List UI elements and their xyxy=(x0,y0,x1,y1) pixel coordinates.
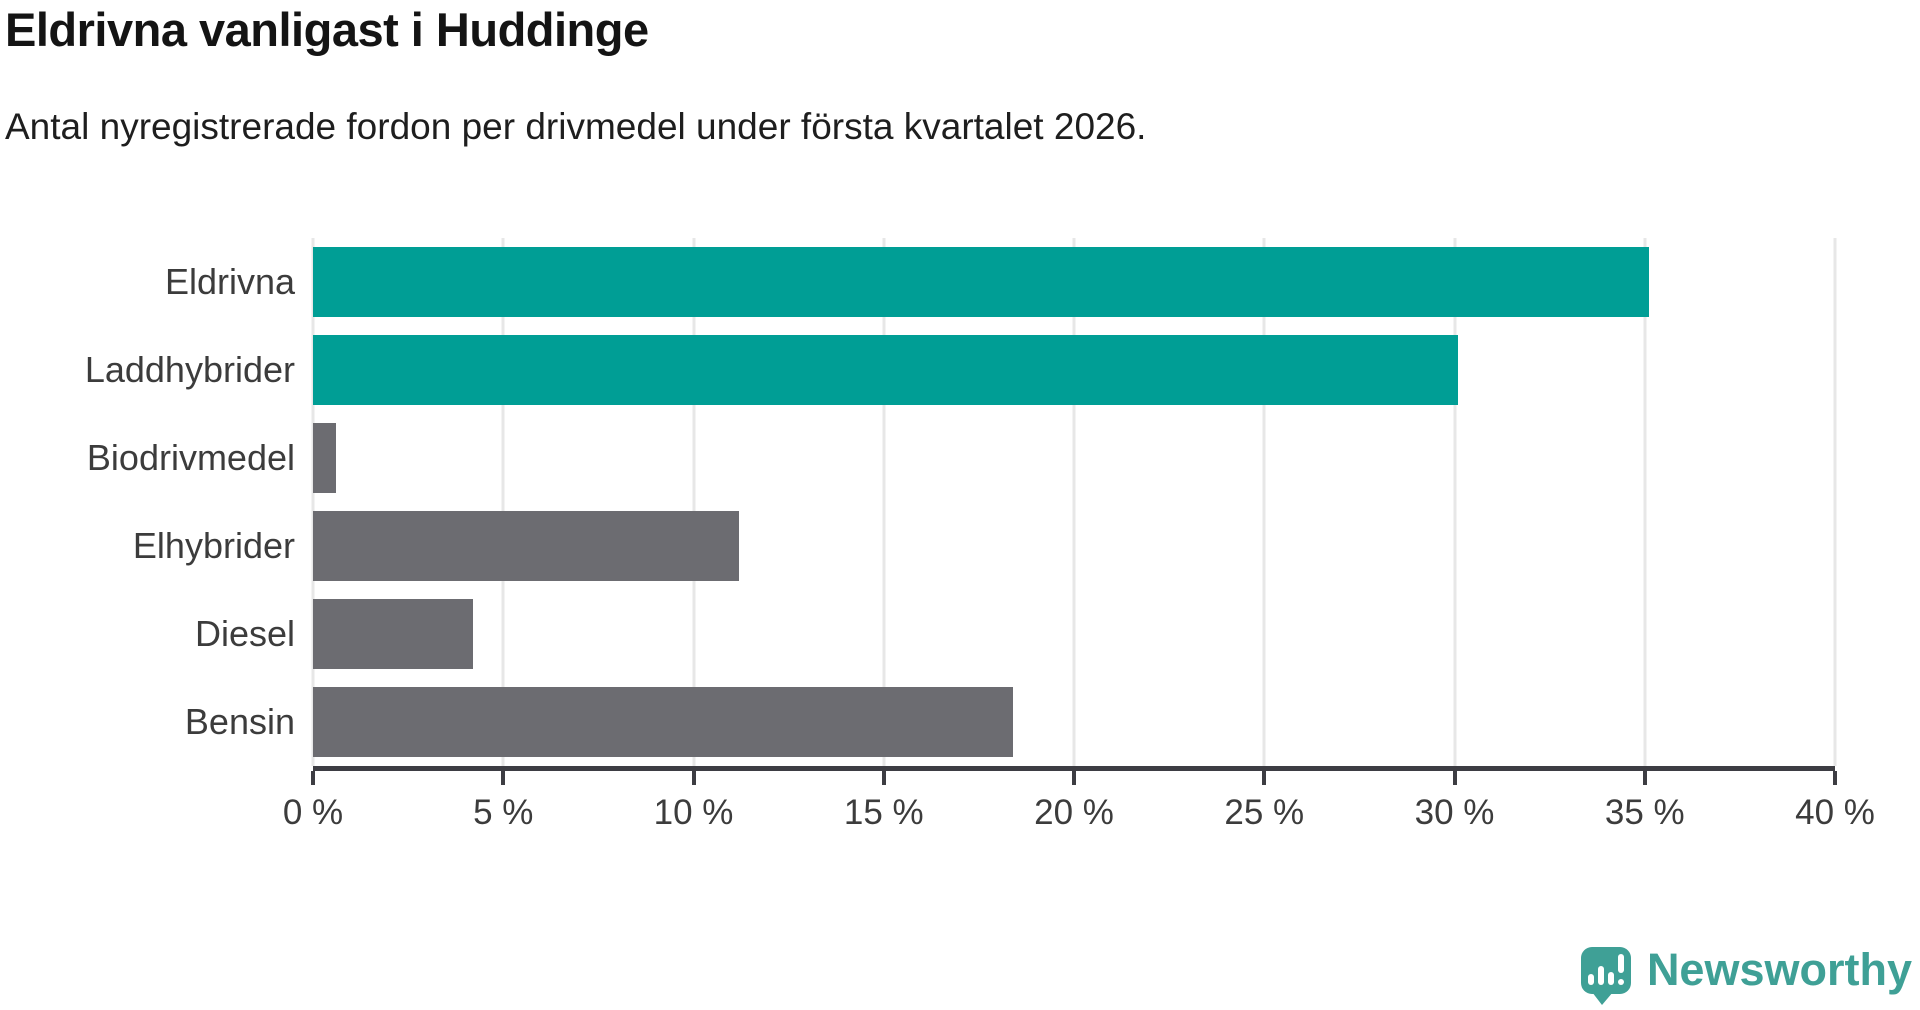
logo-bar-small xyxy=(1587,973,1594,985)
logo-exclamation-dot xyxy=(1617,978,1624,985)
newsworthy-logo: Newsworthy xyxy=(1580,944,1912,1005)
logo-exclamation-icon xyxy=(1617,953,1624,985)
bar-laddhybrider xyxy=(313,335,1459,405)
axis-tick-label-20: 20 % xyxy=(1034,793,1114,832)
bar-row-elhybrider: Elhybrider xyxy=(133,502,1835,590)
category-label-eldrivna: Eldrivna xyxy=(164,261,295,302)
axis-tick-label-15: 15 % xyxy=(843,793,924,832)
axis-tick-label-10: 10 % xyxy=(653,793,734,832)
axis-tick-5 xyxy=(501,771,506,785)
axis-tick-label-25: 25 % xyxy=(1224,793,1305,832)
logo-bar-tall xyxy=(1597,965,1604,985)
speech-bubble-tail xyxy=(1591,991,1613,1005)
gridline-20 xyxy=(1072,238,1076,766)
bar-diesel xyxy=(313,599,473,669)
axis-tick-label-35: 35 % xyxy=(1604,793,1685,832)
axis-tick-35 xyxy=(1642,771,1647,785)
gridline-0 xyxy=(311,238,315,766)
gridline-10 xyxy=(692,238,695,766)
category-label-laddhybrider: Laddhybrider xyxy=(84,349,295,390)
gridline-15 xyxy=(882,238,886,766)
bar-biodrivmedel xyxy=(313,423,336,493)
bar-row-bensin: Bensin xyxy=(185,678,1835,766)
bar-eldrivna xyxy=(313,247,1649,317)
axis-tick-label-40: 40 % xyxy=(1795,793,1875,832)
gridline-30 xyxy=(1453,238,1456,766)
bar-row-diesel: Diesel xyxy=(195,590,1835,678)
newsworthy-logo-text: Newsworthy xyxy=(1646,944,1912,995)
logo-exclamation-stem xyxy=(1617,953,1624,973)
bar-elhybrider xyxy=(313,511,740,581)
gridline-25 xyxy=(1262,238,1266,766)
axis-tick-label-0: 0 % xyxy=(282,793,344,832)
gridline-5 xyxy=(501,238,505,766)
gridline-40 xyxy=(1833,238,1837,766)
category-label-biodrivmedel: Biodrivmedel xyxy=(86,437,295,478)
chart-subtitle: Antal nyregistrerade fordon per drivmede… xyxy=(5,106,1147,147)
category-label-elhybrider: Elhybrider xyxy=(132,525,295,566)
axis-tick-20 xyxy=(1072,771,1076,785)
bar-row-biodrivmedel: Biodrivmedel xyxy=(87,414,1835,502)
bar-bensin xyxy=(313,687,1014,757)
category-label-bensin: Bensin xyxy=(184,701,295,742)
axis-tick-10 xyxy=(691,771,696,785)
axis-tick-label-5: 5 % xyxy=(473,793,534,832)
bar-row-laddhybrider: Laddhybrider xyxy=(85,326,1835,414)
chart-title: Eldrivna vanligast i Huddinge xyxy=(5,3,649,56)
logo-bar-glyphs xyxy=(1581,947,1631,994)
axis-tick-30 xyxy=(1452,771,1457,785)
axis-tick-25 xyxy=(1262,771,1267,785)
plot-area: 0 % 5 % 10 % 15 % 20 % 25 % 30 % 35 % 40 % Eldriv… xyxy=(85,238,1875,832)
axis-tick-40 xyxy=(1833,771,1837,785)
newsworthy-speech-bubble-bar-chart-icon xyxy=(1580,946,1631,1005)
category-label-diesel: Diesel xyxy=(194,613,295,654)
axis-tick-0 xyxy=(311,771,315,785)
axis-tick-label-30: 30 % xyxy=(1414,793,1495,832)
bar-row-eldrivna: Eldrivna xyxy=(165,238,1835,326)
axis-tick-15 xyxy=(881,771,886,785)
gridline-35 xyxy=(1643,238,1647,766)
logo-bar-medium xyxy=(1607,971,1614,985)
